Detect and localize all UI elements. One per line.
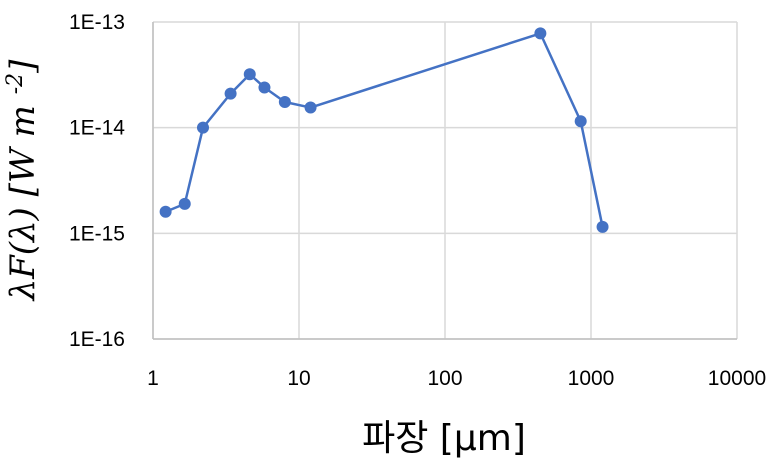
y-tick-label: 1E-14 [69, 117, 125, 140]
series-layer [159, 27, 609, 233]
data-point [534, 27, 547, 40]
data-point [278, 95, 291, 108]
tick-labels: 1 10 100 1000 10000 1E-16 1E-15 1E-14 1E-13 [69, 11, 766, 390]
x-axis-title: 파장 [μm] [362, 418, 526, 459]
data-point [159, 205, 172, 218]
y-tick-label: 1E-15 [69, 222, 125, 245]
y-tick-label: 1E-16 [69, 328, 125, 351]
axes [152, 22, 737, 340]
x-tick-label: 10 [287, 367, 310, 390]
data-point [178, 197, 191, 210]
x-tick-label: 1 [147, 367, 159, 390]
data-point [574, 115, 587, 128]
y-axis-title-text: λF(λ) [W m [3, 105, 43, 302]
data-point [258, 81, 271, 94]
x-tick-label: 1000 [568, 367, 615, 390]
x-tick-label: 10000 [708, 367, 766, 390]
y-axis-title: λF(λ) [W m -2] [3, 59, 43, 303]
data-point [596, 220, 609, 233]
series-line [165, 32, 604, 228]
y-axis-title-exponent: -2 [3, 73, 28, 94]
y-tick-label: 1E-13 [69, 11, 125, 34]
data-point [196, 121, 209, 134]
data-point [243, 68, 256, 81]
y-axis-title-bracket: ] [3, 59, 43, 74]
data-point [304, 101, 317, 114]
grid-lines [152, 21, 738, 340]
data-point [224, 87, 237, 100]
x-tick-label: 100 [427, 367, 462, 390]
